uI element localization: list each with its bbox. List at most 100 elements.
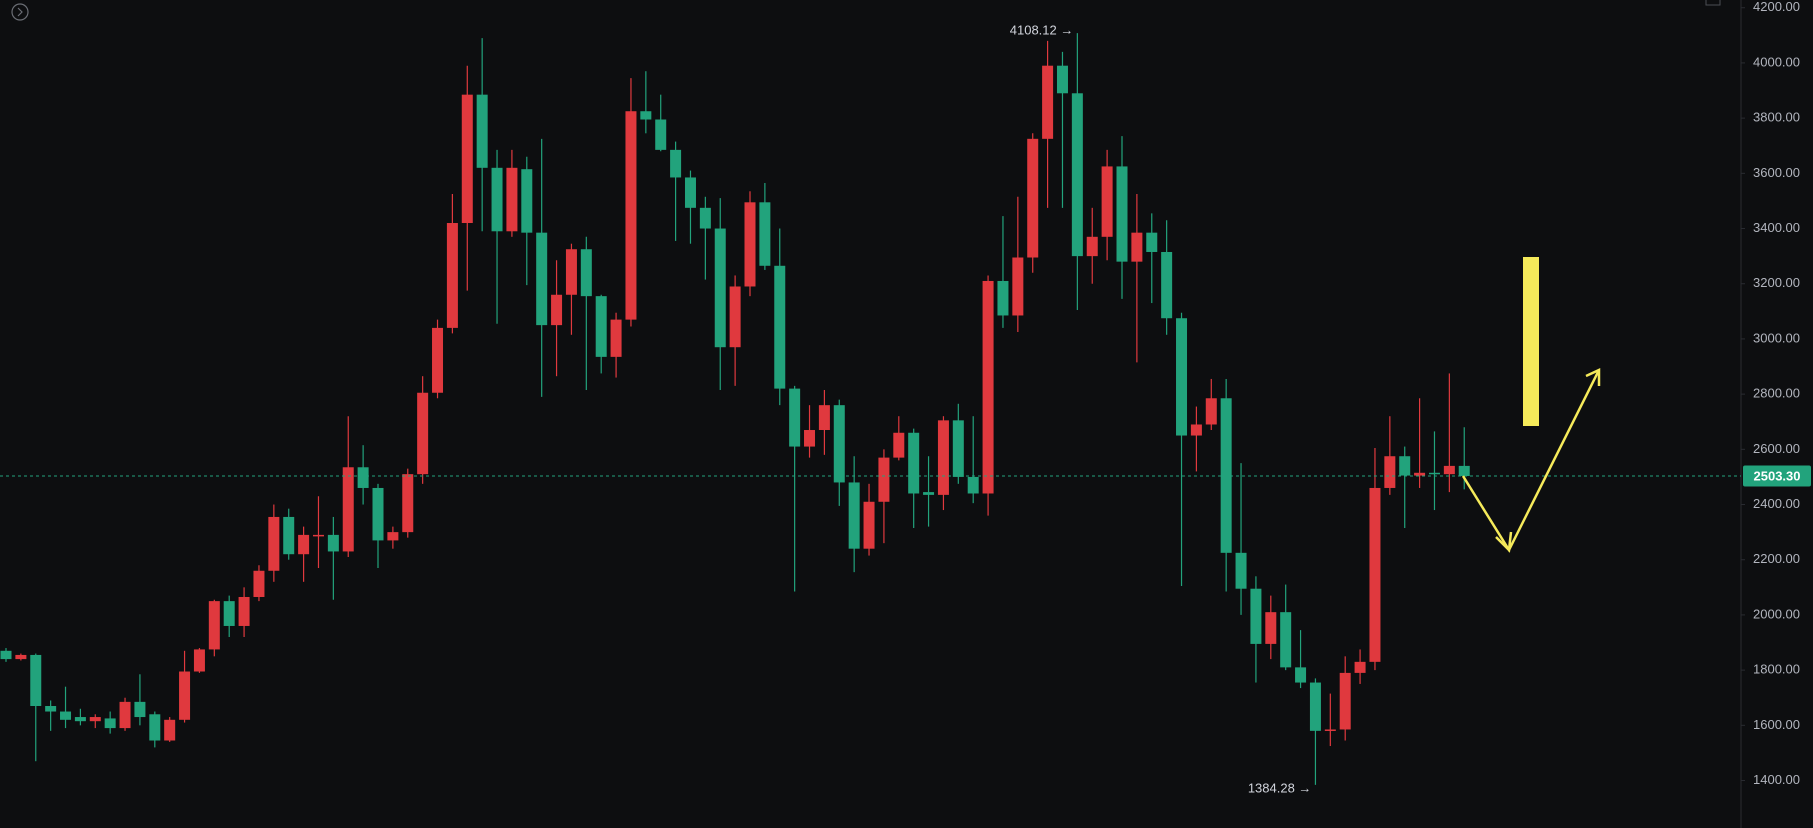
candle-body: [878, 457, 890, 502]
last-price-label: 2503.30: [1754, 468, 1801, 483]
candle-body: [417, 392, 429, 475]
candle-body: [387, 532, 399, 541]
candle-body: [670, 149, 682, 178]
candle-body: [1354, 661, 1366, 673]
candle-body: [1116, 166, 1128, 262]
candle-body: [997, 280, 1009, 316]
y-tick-label: 1600.00: [1753, 717, 1800, 732]
candle-body: [714, 228, 726, 348]
candle-body: [357, 467, 369, 488]
candle-body: [298, 534, 310, 555]
candle-body: [759, 202, 771, 266]
candle-body: [1309, 682, 1321, 731]
candle-body: [1399, 456, 1411, 476]
candle-body: [1443, 465, 1455, 475]
candle-body: [402, 474, 414, 533]
highlight-bar: [1523, 257, 1539, 426]
y-tick-label: 1400.00: [1753, 772, 1800, 787]
candle-body: [179, 671, 191, 720]
settings-icon[interactable]: [11, 3, 29, 21]
candle-body: [1131, 232, 1143, 262]
candle-body: [208, 601, 220, 650]
candle-body: [342, 467, 354, 552]
candle-body: [283, 516, 295, 555]
candle-body: [60, 711, 72, 720]
candle-body: [1161, 251, 1173, 319]
candle-body: [1235, 552, 1247, 589]
candle-body: [89, 717, 101, 722]
candle-body: [0, 650, 12, 660]
candle-body: [491, 167, 503, 232]
y-tick-label: 3800.00: [1753, 110, 1800, 125]
y-tick-label: 3000.00: [1753, 330, 1800, 345]
candle-body: [119, 701, 131, 729]
candle-body: [937, 420, 949, 495]
candle-body: [521, 169, 533, 233]
plot: 1400.00 1600.00 1800.00 2000.00 2200.00 2400.…: [0, 0, 1800, 795]
candle-body: [74, 717, 86, 722]
candle-body: [640, 111, 652, 120]
y-tick-label: 1800.00: [1753, 662, 1800, 677]
candle-body: [446, 223, 458, 328]
candle-body: [476, 94, 488, 168]
settings-icon-glyph: [17, 7, 23, 17]
candle-body: [1042, 65, 1054, 139]
arrow-head: [1495, 531, 1513, 553]
candle-body: [193, 649, 205, 672]
candle-body: [684, 177, 696, 208]
candle-body: [1027, 138, 1039, 258]
candle-body: [551, 294, 563, 326]
y-tick-label: 3200.00: [1753, 275, 1800, 290]
candle-body: [372, 487, 384, 541]
candle-body: [104, 718, 116, 729]
candle-body: [789, 388, 801, 447]
y-tick-label: 2400.00: [1753, 496, 1800, 511]
candle-body: [432, 327, 444, 393]
candle-body: [45, 706, 57, 712]
candle-body: [327, 534, 339, 552]
candle-body: [1458, 465, 1470, 477]
candle-body: [818, 405, 830, 431]
y-tick-label: 3600.00: [1753, 165, 1800, 180]
y-tick-label: 2800.00: [1753, 386, 1800, 401]
candle-body: [149, 714, 161, 741]
candle-body: [1384, 456, 1396, 488]
candle-body: [1056, 65, 1068, 94]
candle-body: [1146, 232, 1158, 252]
candle-body: [565, 249, 577, 295]
candle-body: [893, 432, 905, 458]
y-tick-label: 3400.00: [1753, 220, 1800, 235]
candle-body: [1012, 257, 1024, 316]
candle-body: [1250, 588, 1262, 644]
candle-body: [923, 492, 935, 495]
candle-body: [1428, 472, 1440, 475]
y-tick-label: 4000.00: [1753, 54, 1800, 69]
candle-body: [610, 319, 622, 357]
candle-body: [1369, 487, 1381, 662]
candle-body: [15, 654, 27, 660]
candle-body: [1101, 166, 1113, 237]
extreme-label: 4108.12 →: [1010, 23, 1074, 38]
candle-body: [908, 432, 920, 494]
candle-body: [744, 202, 756, 287]
candle-body: [625, 111, 637, 320]
candle-body: [863, 501, 875, 549]
candle-body: [595, 296, 607, 357]
candle-body: [1086, 236, 1098, 257]
candle-body: [1280, 612, 1292, 668]
candle-body: [312, 534, 324, 537]
candle-body: [982, 280, 994, 494]
y-tick-label: 4200.00: [1753, 0, 1800, 14]
candle-body: [848, 482, 860, 549]
candle-body: [729, 286, 741, 348]
corner-icon[interactable]: [1705, 0, 1721, 6]
candle-body: [1324, 729, 1336, 731]
candle-body: [461, 94, 473, 224]
candle-body: [1176, 318, 1188, 436]
candle-body: [967, 476, 979, 494]
last-price-box: [1743, 465, 1811, 487]
candle-body: [536, 232, 548, 326]
candle-body: [238, 596, 250, 626]
